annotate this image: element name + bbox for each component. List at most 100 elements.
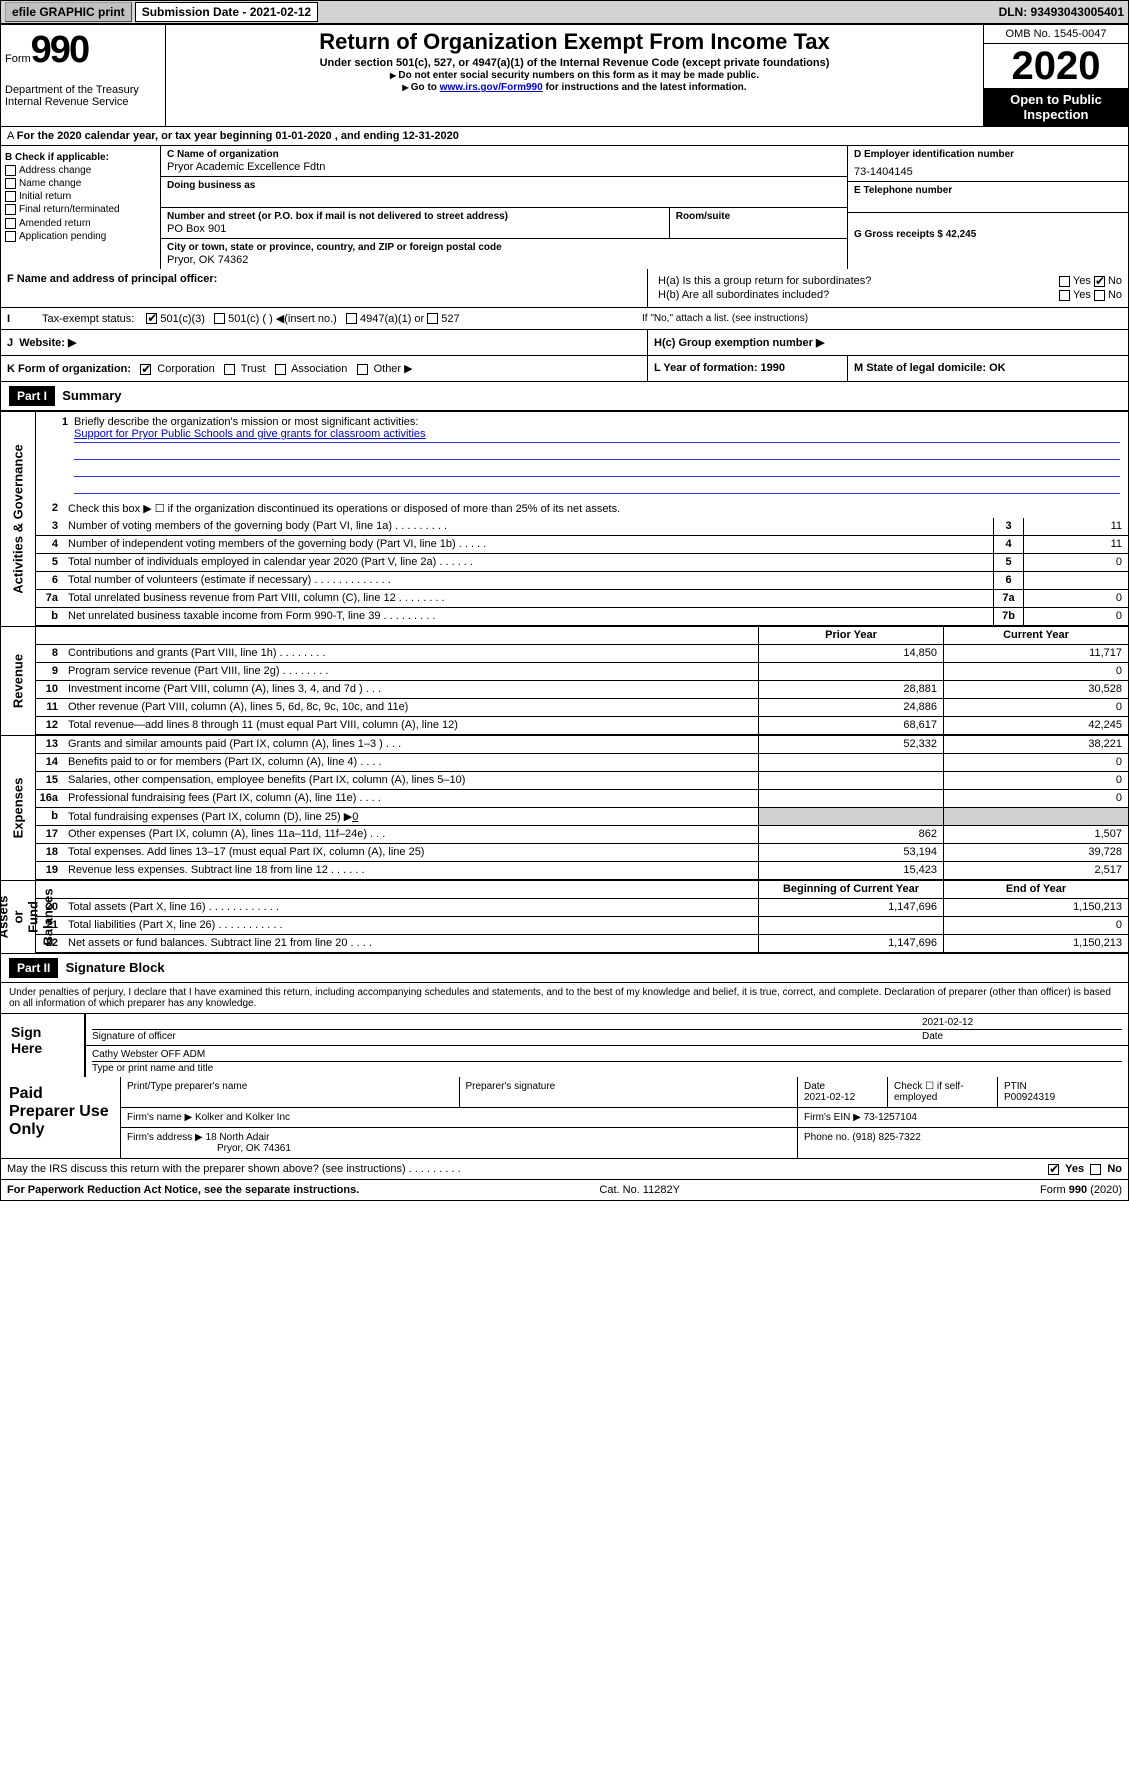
tax-year: 2020 [984,44,1128,88]
date-label: Date [922,1031,943,1042]
phone-label: E Telephone number [854,185,1122,196]
l10cy: 30,528 [943,681,1128,698]
l11cy: 0 [943,699,1128,716]
l11: Other revenue (Part VIII, column (A), li… [64,699,758,716]
ptin: P00924319 [1004,1092,1122,1103]
l17cy: 1,507 [943,826,1128,843]
efile-print-button[interactable]: efile GRAPHIC print [5,2,132,22]
l5: Total number of individuals employed in … [64,554,993,571]
prep-name-label: Print/Type preparer's name [127,1081,453,1092]
prep-date: 2021-02-12 [804,1092,881,1103]
tax-status-row: I Tax-exempt status: 501(c)(3) 501(c) ( … [1,308,1128,330]
l8: Contributions and grants (Part VIII, lin… [64,645,758,662]
sign-here-label: Sign Here [1,1014,86,1077]
chk-4947[interactable] [346,313,357,324]
discuss-yes[interactable] [1048,1164,1059,1175]
chk-527[interactable] [427,313,438,324]
mission-text: Support for Pryor Public Schools and giv… [74,428,1120,443]
l14cy: 0 [943,754,1128,771]
l7av: 0 [1023,590,1128,607]
entity-section: B Check if applicable: Address change Na… [1,146,1128,269]
l20cy: 1,150,213 [943,899,1128,916]
irs-link[interactable]: www.irs.gov/Form990 [440,82,543,93]
city-label: City or town, state or province, country… [167,242,841,253]
submission-date: Submission Date - 2021-02-12 [135,2,318,22]
firm-phone: Phone no. (918) 825-7322 [798,1128,1128,1158]
l15py [758,772,943,789]
l18cy: 39,728 [943,844,1128,861]
l15: Salaries, other compensation, employee b… [64,772,758,789]
l16apy [758,790,943,807]
hb-label: H(b) Are all subordinates included? [658,289,829,301]
l7bv: 0 [1023,608,1128,625]
dept: Department of the Treasury Internal Reve… [5,84,161,108]
chk-name[interactable]: Name change [5,178,156,189]
section-b-label: B Check if applicable: [5,152,156,163]
privacy-warn: Do not enter social security numbers on … [170,70,979,81]
chk-pending[interactable]: Application pending [5,231,156,242]
hb-note: If "No," attach a list. (see instruction… [642,313,1122,324]
form-title: Return of Organization Exempt From Incom… [170,29,979,55]
website-label: Website: ▶ [19,337,76,349]
firm-name-label: Firm's name ▶ [127,1112,192,1123]
l5v: 0 [1023,554,1128,571]
chk-final[interactable]: Final return/terminated [5,204,156,215]
chk-other[interactable] [357,364,368,375]
cat-no: Cat. No. 11282Y [599,1184,680,1196]
ha-label: H(a) Is this a group return for subordin… [658,275,871,287]
chk-501c3[interactable] [146,313,157,324]
l11py: 24,886 [758,699,943,716]
l14py [758,754,943,771]
firm-ein-label: Firm's EIN ▶ [804,1112,861,1123]
l1-label: Briefly describe the organization's miss… [74,416,418,428]
l22cy: 1,150,213 [943,935,1128,952]
org-name-label: C Name of organization [167,149,841,160]
phone-value [854,197,1122,209]
l9cy: 0 [943,663,1128,680]
k-label: K Form of organization: [7,363,131,375]
chk-address[interactable]: Address change [5,165,156,176]
hb-yes[interactable] [1059,290,1070,301]
chk-corp[interactable] [140,364,151,375]
chk-trust[interactable] [224,364,235,375]
state-domicile: M State of legal domicile: OK [854,362,1006,374]
row-a-period: A For the 2020 calendar year, or tax yea… [1,127,1128,146]
l16acy: 0 [943,790,1128,807]
l15cy: 0 [943,772,1128,789]
chk-assoc[interactable] [275,364,286,375]
l16a: Professional fundraising fees (Part IX, … [64,790,758,807]
hc-label: H(c) Group exemption number ▶ [654,337,824,349]
form-990-page: Form990 Department of the Treasury Inter… [0,24,1129,1201]
discuss-no[interactable] [1090,1164,1101,1175]
prior-year-hdr: Prior Year [758,627,943,644]
form-number: Form990 [5,29,161,72]
l12: Total revenue—add lines 8 through 11 (mu… [64,717,758,734]
l19cy: 2,517 [943,862,1128,879]
side-revenue: Revenue [11,654,26,708]
l3v: 11 [1023,518,1128,535]
tax-status-label: Tax-exempt status: [42,313,134,325]
hb-no[interactable] [1094,290,1105,301]
self-emp-check[interactable]: Check ☐ if self-employed [888,1077,998,1107]
sig-date: 2021-02-12 [922,1017,1122,1030]
chk-amended[interactable]: Amended return [5,218,156,229]
l19py: 15,423 [758,862,943,879]
l12py: 68,617 [758,717,943,734]
city-value: Pryor, OK 74362 [167,254,841,266]
prep-date-label: Date [804,1081,881,1092]
firm-ein: 73-1257104 [864,1112,917,1123]
irs-discuss: May the IRS discuss this return with the… [7,1163,461,1175]
l9: Program service revenue (Part VIII, line… [64,663,758,680]
prep-sig-label: Preparer's signature [466,1081,792,1092]
addr-value: PO Box 901 [167,223,663,235]
chk-initial[interactable]: Initial return [5,191,156,202]
l17: Other expenses (Part IX, column (A), lin… [64,826,758,843]
chk-501c[interactable] [214,313,225,324]
ha-yes[interactable] [1059,276,1070,287]
ha-no[interactable] [1094,276,1105,287]
l22: Net assets or fund balances. Subtract li… [64,935,758,952]
l8cy: 11,717 [943,645,1128,662]
l14: Benefits paid to or for members (Part IX… [64,754,758,771]
l10: Investment income (Part VIII, column (A)… [64,681,758,698]
year-formation: L Year of formation: 1990 [654,362,785,374]
